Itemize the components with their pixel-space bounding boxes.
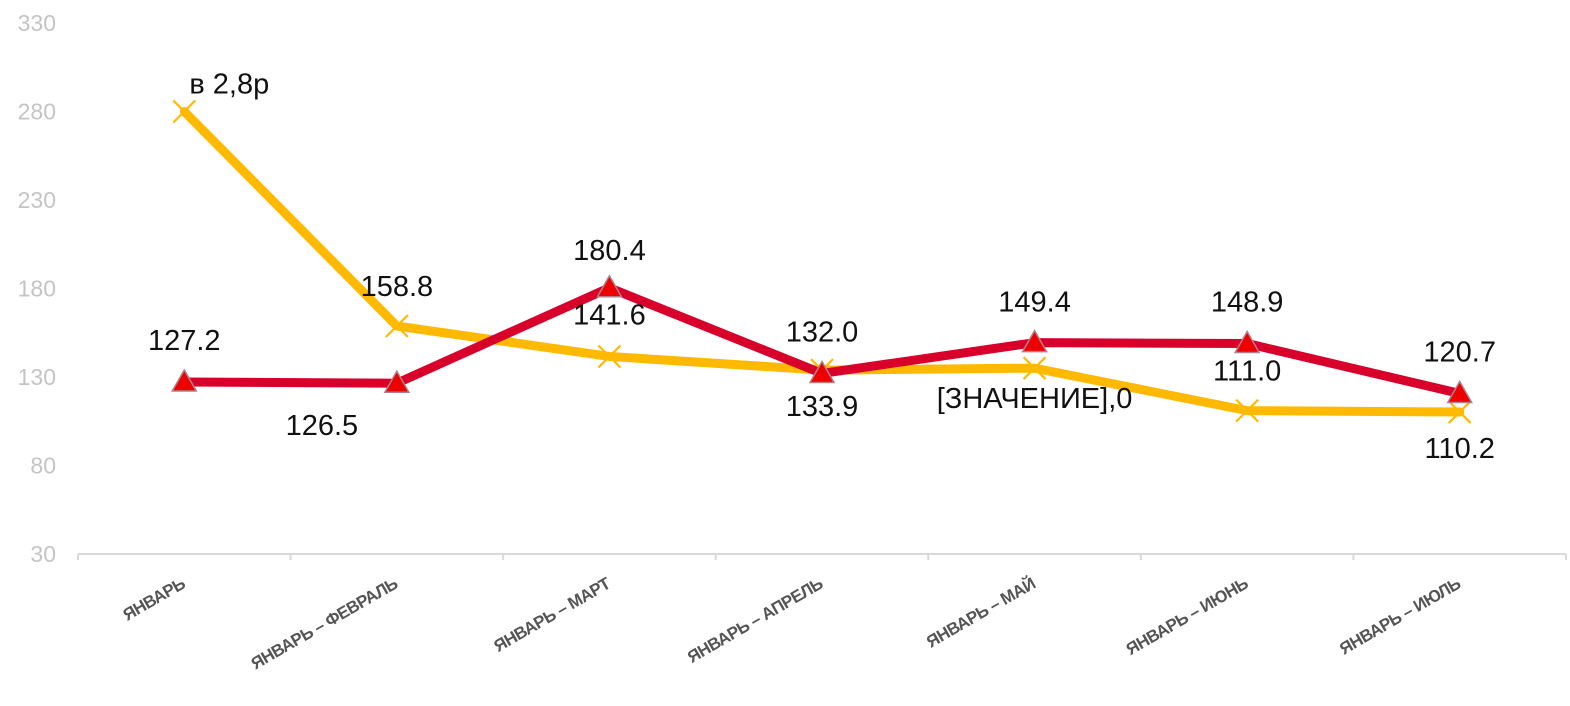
data-label: 133.9: [786, 391, 859, 423]
data-label: 148.9: [1211, 287, 1284, 319]
data-label: 132.0: [786, 316, 859, 348]
data-label: 126.5: [286, 410, 359, 442]
y-tick-label: 130: [18, 364, 56, 390]
x-marker: [1022, 356, 1047, 380]
data-label: 141.6: [573, 299, 646, 331]
data-labels: 127.2 126.5 180.4 132.0 149.4 148.9 120.7 в 2,8…: [148, 69, 1496, 466]
triangle-marker: [1233, 330, 1261, 354]
x-marker: [1235, 398, 1259, 423]
x-tick-label: ЯНВАРЬ: [120, 574, 189, 625]
data-label: [ЗНАЧЕНИЕ],0: [937, 383, 1133, 415]
series-markers: [170, 99, 1474, 424]
x-tick-label: ЯНВАРЬ – МАЙ: [923, 574, 1039, 652]
y-tick-label: 280: [18, 99, 56, 125]
data-label: 127.2: [148, 325, 221, 357]
triangle-marker: [808, 359, 836, 384]
y-tick-label: 230: [18, 187, 56, 213]
data-label: 180.4: [573, 235, 646, 267]
triangle-marker: [1446, 379, 1474, 404]
x-marker: [385, 314, 409, 338]
x-marker: [172, 99, 197, 124]
x-marker: [597, 344, 622, 369]
triangle-marker: [596, 274, 623, 298]
y-tick-label: 180: [18, 276, 56, 302]
x-marker: [1447, 400, 1472, 424]
data-label: 120.7: [1423, 336, 1496, 368]
data-label: 158.8: [361, 271, 434, 303]
triangle-marker: [170, 368, 198, 392]
x-tick-label: ЯНВАРЬ – АПРЕЛЬ: [684, 574, 826, 667]
data-label: 111.0: [1213, 356, 1281, 388]
y-tick-label: 330: [18, 10, 56, 36]
x-tick-label: ЯНВАРЬ – ИЮЛЬ: [1336, 574, 1464, 659]
x-tick-label: ЯНВАРЬ – ФЕВРАЛЬ: [248, 574, 401, 673]
y-tick-label: 80: [30, 453, 56, 479]
x-tick-label: ЯНВАРЬ – МАРТ: [491, 573, 615, 655]
data-label: 110.2: [1425, 433, 1495, 465]
triangle-marker: [383, 369, 411, 393]
data-label: в 2,8р: [189, 69, 269, 101]
data-label: 149.4: [998, 287, 1071, 319]
y-tick-label: 30: [30, 541, 56, 567]
x-tick-label: ЯНВАРЬ – ИЮНЬ: [1123, 574, 1252, 659]
triangle-marker: [1021, 329, 1048, 353]
